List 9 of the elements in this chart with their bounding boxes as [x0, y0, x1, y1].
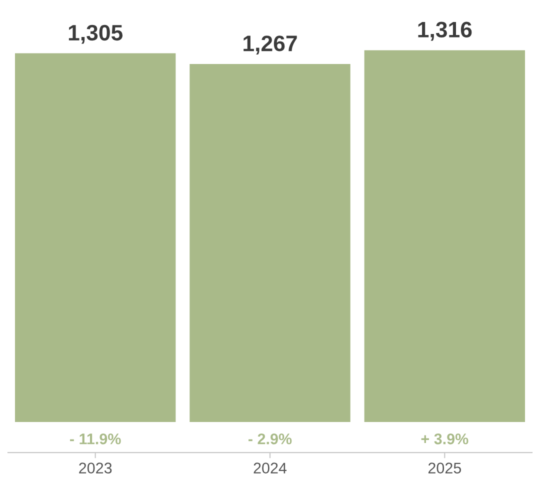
- text: - 11.9%: [70, 434, 121, 444]
- data-label: 1,316: [418, 22, 472, 41]
- data-label: 1,267: [244, 36, 297, 55]
- x-tick-label: 2024: [254, 462, 287, 474]
- x-tick-label: 2023: [79, 462, 112, 474]
- text: + 3.9%: [421, 434, 468, 444]
- data-label: 1,305: [68, 24, 123, 44]
- x-tick-label: 2025: [428, 462, 462, 474]
- text: - 2.9%: [248, 434, 292, 444]
